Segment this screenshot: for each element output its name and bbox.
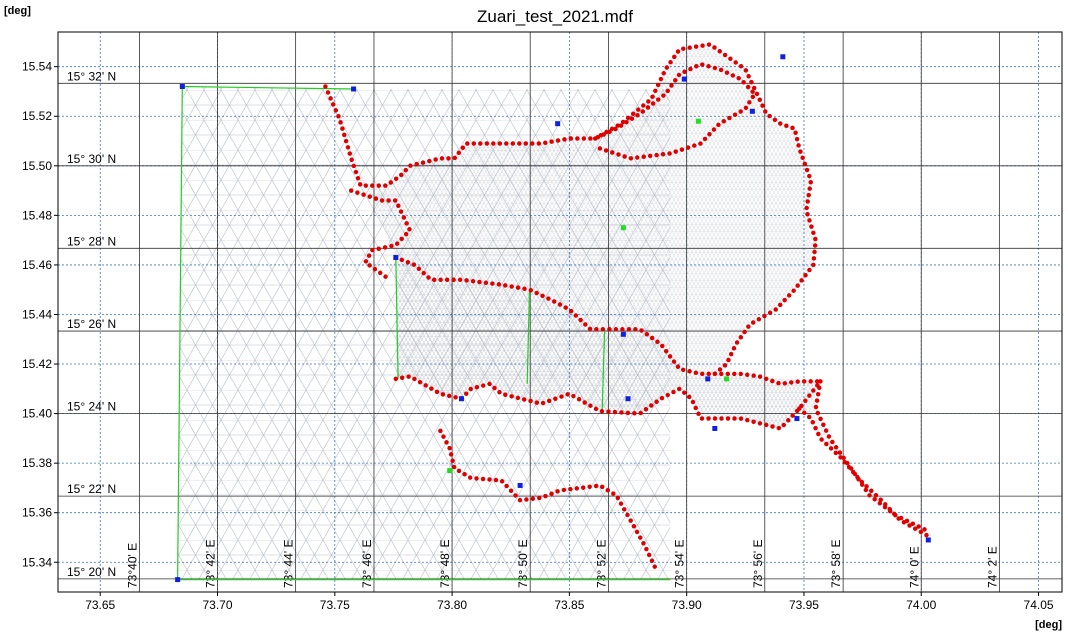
- boundary-end-point: [393, 255, 398, 260]
- boundary-end-point: [351, 86, 356, 91]
- dms-x-label: 73° 46' E: [360, 540, 374, 588]
- dms-x-label: 73° 54' E: [673, 540, 687, 588]
- boundary-end-point: [780, 54, 785, 59]
- boundary-end-point: [180, 84, 185, 89]
- observation-point: [621, 225, 626, 230]
- y-tick-label: 15.44: [22, 307, 52, 321]
- boundary-end-point: [518, 483, 523, 488]
- dms-y-label: 15° 24' N: [67, 400, 116, 414]
- y-tick-label: 15.40: [22, 407, 52, 421]
- y-tick-label: 15.48: [22, 208, 52, 222]
- dms-x-label: 73° 42' E: [204, 540, 218, 588]
- dms-y-label: 15° 30' N: [67, 152, 116, 166]
- y-tick-label: 15.36: [22, 506, 52, 520]
- x-tick-label: 73.80: [437, 598, 467, 612]
- dms-x-label: 74° 0' E: [907, 546, 921, 588]
- boundary-end-point: [459, 396, 464, 401]
- boundary-end-point: [705, 376, 710, 381]
- dms-x-label: 73° 50' E: [516, 540, 530, 588]
- boundary-end-point: [175, 577, 180, 582]
- boundary-end-point: [794, 416, 799, 421]
- y-axis-label: [deg]: [4, 5, 31, 17]
- mesh-region: [799, 381, 930, 537]
- mesh: [178, 44, 931, 579]
- observation-point: [696, 119, 701, 124]
- boundary-end-point: [621, 332, 626, 337]
- observation-point: [724, 376, 729, 381]
- y-tick-label: 15.34: [22, 555, 52, 569]
- x-tick-label: 74.00: [906, 598, 936, 612]
- map-chart: Zuari_test_2021.mdf [deg] [deg] 73°40' E…: [0, 0, 1068, 634]
- dms-y-label: 15° 28' N: [67, 234, 116, 248]
- dms-y-label: 15° 26' N: [67, 317, 116, 331]
- x-tick-label: 73.90: [672, 598, 702, 612]
- y-tick-label: 15.38: [22, 456, 52, 470]
- boundary-end-point: [682, 77, 687, 82]
- dms-x-label: 73° 56' E: [751, 540, 765, 588]
- dms-y-label: 15° 22' N: [67, 482, 116, 496]
- dms-y-label: 15° 20' N: [67, 565, 116, 579]
- boundary-end-point: [626, 396, 631, 401]
- x-tick-label: 73.65: [85, 598, 115, 612]
- boundary-end-point: [926, 537, 931, 542]
- x-tick-label: 73.95: [789, 598, 819, 612]
- y-tick-label: 15.50: [22, 159, 52, 173]
- boundary-end-point: [750, 109, 755, 114]
- boundary-end-point: [555, 121, 560, 126]
- dms-x-label: 73°40' E: [125, 543, 139, 588]
- dms-x-label: 73° 48' E: [438, 540, 452, 588]
- x-tick-label: 73.70: [202, 598, 232, 612]
- dms-x-label: 74° 2' E: [985, 546, 999, 588]
- observation-point: [447, 468, 452, 473]
- y-tick-label: 15.52: [22, 109, 52, 123]
- dms-x-label: 73° 52' E: [595, 540, 609, 588]
- y-tick-label: 15.54: [22, 60, 52, 74]
- x-tick-label: 73.85: [554, 598, 584, 612]
- y-tick-label: 15.42: [22, 357, 52, 371]
- boundary-end-point: [712, 426, 717, 431]
- closed-boundary: [816, 381, 926, 530]
- x-axis-label: [deg]: [1035, 619, 1062, 631]
- dms-y-label: 15° 32' N: [67, 69, 116, 83]
- dms-x-label: 73° 58' E: [829, 540, 843, 588]
- chart-title: Zuari_test_2021.mdf: [477, 7, 633, 26]
- x-tick-label: 74.05: [1024, 598, 1054, 612]
- dms-x-label: 73° 44' E: [282, 540, 296, 588]
- x-tick-label: 73.75: [320, 598, 350, 612]
- y-tick-label: 15.46: [22, 258, 52, 272]
